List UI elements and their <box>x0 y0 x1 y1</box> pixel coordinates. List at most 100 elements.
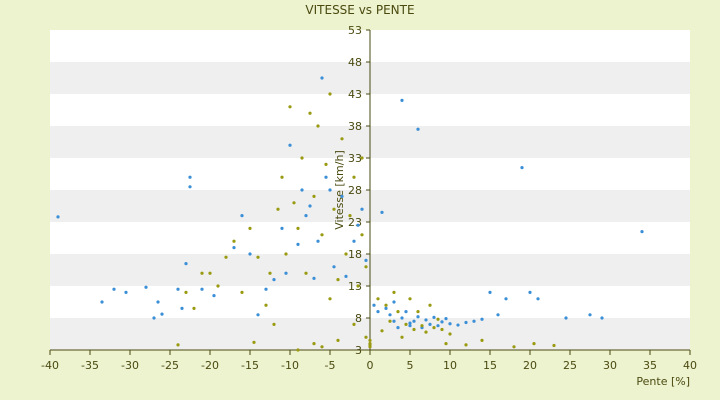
data-point <box>340 194 344 198</box>
data-point <box>536 297 540 301</box>
data-point <box>408 297 412 301</box>
data-point <box>480 338 484 342</box>
x-tick-label: -25 <box>161 359 179 372</box>
y-tick-label: 48 <box>348 56 362 69</box>
data-point <box>208 271 212 275</box>
data-point <box>408 321 412 325</box>
data-point <box>248 226 252 230</box>
data-point <box>440 320 444 324</box>
data-point <box>308 204 312 208</box>
data-point <box>440 327 444 332</box>
data-point <box>248 252 252 256</box>
data-point <box>424 318 428 322</box>
data-point <box>332 207 336 211</box>
data-point <box>512 345 516 349</box>
data-point <box>400 316 404 320</box>
data-point <box>364 265 368 269</box>
axes <box>49 29 691 355</box>
data-point <box>328 92 332 96</box>
data-point <box>280 175 284 179</box>
data-point <box>212 294 216 298</box>
data-point <box>144 285 148 289</box>
data-point <box>376 310 380 314</box>
data-point <box>404 310 408 314</box>
data-point <box>256 313 260 317</box>
x-tick-label: -35 <box>81 359 99 372</box>
data-point <box>316 124 320 128</box>
data-point <box>396 310 400 314</box>
data-point <box>388 319 392 323</box>
data-point <box>316 239 320 243</box>
data-point <box>392 319 396 323</box>
data-point <box>456 323 460 327</box>
data-point <box>288 105 292 109</box>
data-point <box>324 162 328 166</box>
data-point <box>304 214 308 218</box>
data-point <box>284 252 288 256</box>
x-tick-label: 40 <box>683 359 697 372</box>
data-point <box>388 313 392 317</box>
x-tick-label: -10 <box>281 359 299 372</box>
y-tick-label: 18 <box>348 248 362 261</box>
data-point <box>432 315 436 319</box>
data-point <box>480 317 484 321</box>
data-point <box>408 324 412 328</box>
data-point <box>344 274 348 278</box>
data-point <box>360 207 364 211</box>
data-point <box>360 156 364 160</box>
data-point <box>336 278 340 282</box>
data-point <box>496 313 500 317</box>
data-point <box>552 343 556 348</box>
data-point <box>284 271 288 275</box>
data-point <box>304 271 308 275</box>
data-point <box>376 297 380 301</box>
data-point <box>380 329 384 333</box>
data-point <box>160 312 164 316</box>
data-point <box>192 306 196 310</box>
x-tick-label: -40 <box>41 359 59 372</box>
data-point <box>520 166 524 170</box>
data-point <box>448 322 452 326</box>
data-point <box>300 188 304 192</box>
data-point <box>436 317 440 321</box>
data-point <box>464 343 468 347</box>
data-point <box>268 271 272 275</box>
data-point <box>252 340 256 344</box>
data-point <box>264 303 268 307</box>
data-point <box>360 233 364 237</box>
y-tick-label: 38 <box>348 120 362 133</box>
data-point <box>300 156 304 160</box>
data-point <box>640 230 644 234</box>
data-point <box>240 214 244 218</box>
data-point <box>432 326 436 330</box>
data-point <box>416 127 420 131</box>
data-point <box>332 265 336 269</box>
data-point <box>308 111 312 115</box>
data-point <box>488 290 492 294</box>
data-point <box>224 255 228 259</box>
data-point <box>348 214 352 218</box>
x-tick-label: 20 <box>523 359 537 372</box>
data-point <box>180 306 184 310</box>
data-point <box>256 255 260 259</box>
data-point <box>416 310 420 314</box>
data-point <box>232 246 236 250</box>
y-tick-label: 33 <box>348 152 362 165</box>
data-point <box>188 185 192 189</box>
data-point <box>400 335 404 339</box>
x-tick-label: 30 <box>603 359 617 372</box>
data-point <box>436 324 440 328</box>
data-point <box>152 316 156 320</box>
data-point <box>528 290 532 294</box>
data-point <box>272 278 276 282</box>
data-point <box>364 335 368 339</box>
data-point <box>328 188 332 192</box>
data-point <box>532 342 536 346</box>
data-point <box>412 319 416 323</box>
data-point <box>312 194 316 198</box>
y-tick-label: 23 <box>348 216 362 229</box>
data-point <box>352 322 356 326</box>
data-point <box>112 287 116 291</box>
data-point <box>444 342 448 346</box>
data-point <box>296 242 300 246</box>
